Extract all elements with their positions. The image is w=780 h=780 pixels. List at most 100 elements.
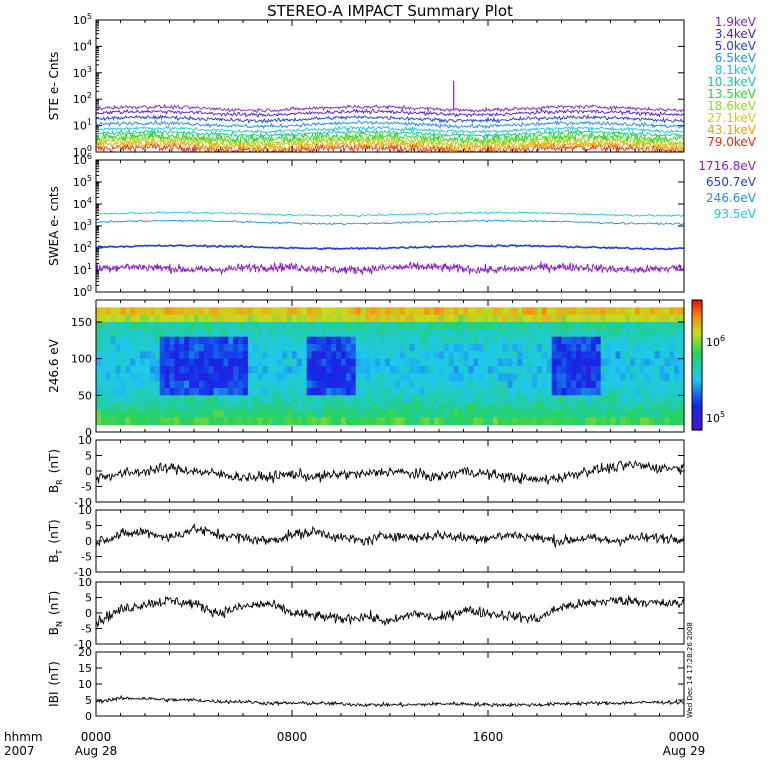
y-tick-label: 0 (85, 710, 92, 723)
heatmap-cell (409, 307, 416, 316)
heatmap-cell (355, 307, 362, 316)
heatmap-cell (96, 366, 102, 374)
heatmap-cell (189, 402, 195, 411)
heatmap-cell (600, 388, 607, 396)
heatmap-cell (350, 344, 357, 352)
heatmap-cell (576, 373, 582, 382)
heatmap-cell (664, 322, 670, 330)
heatmap-cell (434, 373, 440, 382)
heatmap-cell (130, 336, 136, 345)
heatmap-cell (635, 351, 641, 360)
heatmap-cell (394, 358, 401, 367)
heatmap-cell (478, 417, 484, 426)
heatmap-cell (620, 358, 626, 367)
heatmap-cell (610, 336, 616, 345)
heatmap-cell (488, 322, 494, 330)
heatmap-cell (581, 373, 587, 382)
heatmap-cell (120, 380, 126, 389)
heatmap-cell (282, 388, 288, 396)
heatmap-cell (247, 307, 254, 316)
heatmap-cell (669, 410, 675, 418)
heatmap-cell (551, 351, 558, 360)
heatmap-cell (159, 395, 166, 404)
heatmap-cell (262, 336, 269, 345)
side-stamp: Wed Dec 14 17:28:26 2008 (686, 622, 694, 718)
heatmap-cell (448, 410, 455, 418)
heatmap-cell (659, 307, 665, 316)
bmag-panel-frame (95, 651, 685, 717)
heatmap-cell (488, 380, 494, 389)
heatmap-cell (326, 322, 332, 330)
heatmap-cell (316, 329, 322, 338)
heatmap-cell (189, 388, 195, 396)
heatmap-cell (497, 417, 504, 426)
heatmap-cell (448, 358, 455, 367)
heatmap-cell (385, 336, 391, 345)
heatmap-cell (679, 388, 685, 396)
heatmap-cell (512, 358, 518, 367)
heatmap-cell (110, 336, 117, 345)
heatmap-cell (292, 380, 298, 389)
heatmap-cell (615, 329, 621, 338)
heatmap-cell (277, 358, 283, 367)
heatmap-cell (517, 366, 523, 374)
heatmap-cell (380, 395, 386, 404)
heatmap-cell (218, 410, 224, 418)
heatmap-cell (595, 410, 602, 418)
colorbar-step (692, 425, 702, 429)
heatmap-cell (135, 336, 141, 345)
heatmap-cell (370, 351, 376, 360)
heatmap-cell (345, 307, 352, 316)
colorbar-step (692, 349, 702, 353)
heatmap-cell (282, 366, 288, 374)
colorbar-step (692, 306, 702, 310)
heatmap-cell (571, 336, 577, 345)
heatmap-cell (615, 307, 621, 316)
heatmap-cell (267, 410, 273, 418)
heatmap-cell (590, 388, 597, 396)
heatmap-cell (566, 336, 572, 345)
heatmap-cell (419, 373, 425, 382)
heatmap-cell (105, 410, 112, 418)
heatmap-cell (390, 322, 396, 330)
heatmap-cell (228, 307, 234, 316)
heatmap-cell (546, 358, 553, 367)
heatmap-cell (341, 395, 347, 404)
swea-series-line (95, 261, 685, 276)
heatmap-cell (218, 329, 224, 338)
heatmap-cell (409, 417, 416, 426)
heatmap-cell (277, 351, 283, 360)
heatmap-cell (135, 344, 141, 352)
heatmap-cell (238, 402, 244, 411)
y-tick-label: 5 (85, 450, 92, 463)
heatmap-cell (311, 417, 318, 426)
heatmap-cell (532, 329, 538, 338)
heatmap-cell (169, 366, 175, 374)
heatmap-cell (522, 329, 528, 338)
heatmap-cell (277, 336, 283, 345)
heatmap-cell (213, 314, 220, 323)
heatmap-cell (463, 336, 469, 345)
heatmap-cell (669, 366, 675, 374)
heatmap-cell (512, 314, 518, 323)
heatmap-cell (566, 322, 572, 330)
ste-legend-2: 5.0keV (715, 39, 757, 53)
heatmap-cell (669, 417, 675, 426)
colorbar-step (692, 375, 702, 379)
heatmap-cell (556, 307, 563, 316)
heatmap-cell (267, 307, 273, 316)
heatmap-cell (100, 410, 107, 418)
heatmap-cell (394, 366, 401, 374)
heatmap-cell (654, 402, 661, 411)
heatmap-cell (350, 373, 357, 382)
heatmap-cell (145, 314, 151, 323)
heatmap-cell (306, 373, 313, 382)
heatmap-cell (306, 402, 313, 411)
heatmap-cell (228, 395, 234, 404)
heatmap-cell (218, 344, 224, 352)
heatmap-cell (424, 402, 430, 411)
heatmap-cell (463, 344, 469, 352)
heatmap-cell (292, 351, 298, 360)
heatmap-cell (287, 388, 293, 396)
heatmap-cell (272, 322, 278, 330)
